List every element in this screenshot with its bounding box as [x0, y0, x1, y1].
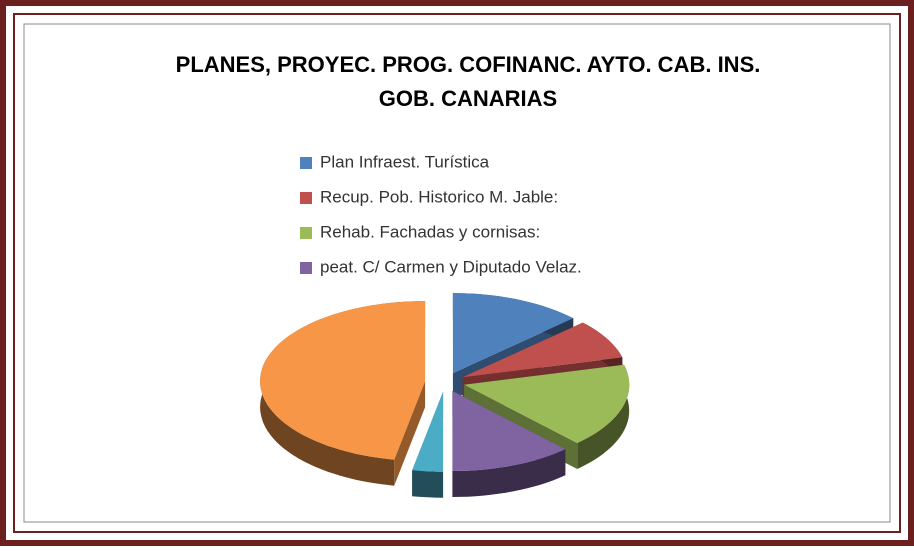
inner-frame	[13, 13, 901, 533]
slice-cut-face	[394, 381, 426, 486]
slice-top	[464, 364, 630, 443]
slice-top	[260, 301, 426, 460]
slice	[452, 391, 566, 497]
chart-area	[23, 23, 891, 523]
slice-top	[412, 391, 444, 472]
slice	[412, 391, 444, 498]
legend-swatch	[300, 262, 312, 274]
legend-label: Rehab. Fachadas y cornisas:	[320, 222, 540, 241]
legend-swatch	[300, 157, 312, 169]
slice-side	[452, 449, 566, 497]
slice-side	[412, 470, 444, 498]
chart-subtitle: GOB. CANARIAS	[379, 86, 557, 111]
slice-top	[452, 293, 574, 374]
legend-label: Recup. Pob. Historico M. Jable:	[320, 187, 558, 206]
slice-top	[452, 391, 566, 471]
slice	[260, 301, 426, 486]
chart-title: PLANES, PROYEC. PROG. COFINANC. AYTO. CA…	[176, 52, 761, 77]
slice-top	[462, 322, 623, 378]
slice-side	[577, 364, 630, 469]
legend-swatch	[300, 227, 312, 239]
legend-swatch	[300, 192, 312, 204]
legend-label: Plan Infraest. Turística	[320, 152, 490, 171]
legend-label: peat. C/ Carmen y Diputado Velaz.	[320, 257, 582, 276]
